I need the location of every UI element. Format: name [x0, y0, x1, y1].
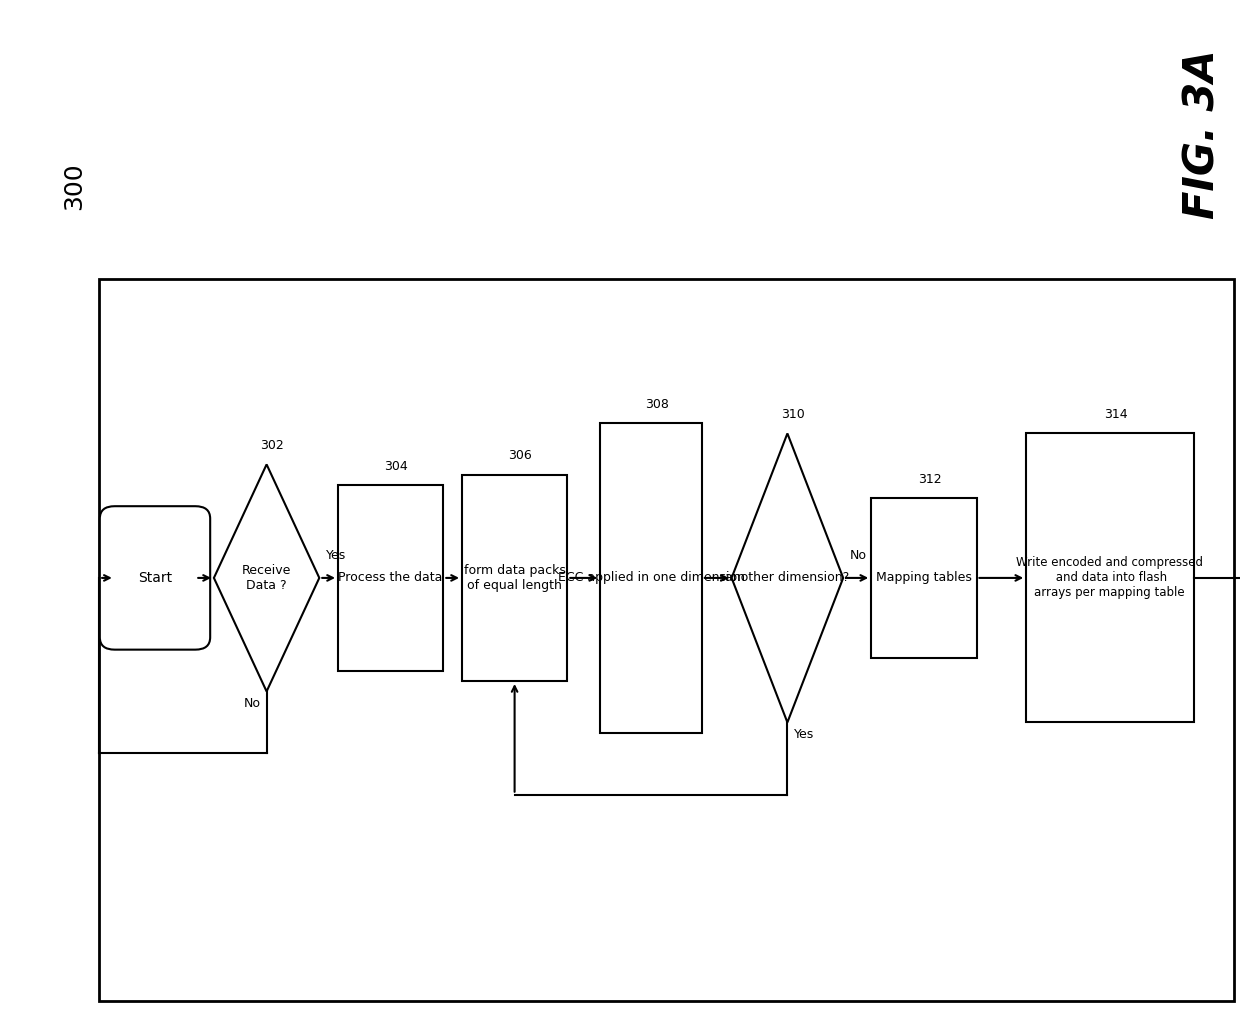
Text: 314: 314: [1104, 408, 1127, 421]
Text: 300: 300: [62, 162, 87, 209]
Text: Start: Start: [138, 571, 172, 585]
Polygon shape: [213, 464, 320, 691]
Text: ECC applied in one dimension: ECC applied in one dimension: [558, 572, 744, 584]
Polygon shape: [732, 433, 843, 722]
Text: form data packs
of equal length: form data packs of equal length: [464, 563, 565, 592]
Bar: [99, 279, 1234, 1001]
FancyBboxPatch shape: [99, 506, 210, 650]
Text: No: No: [849, 549, 867, 562]
Text: Receive
Data ?: Receive Data ?: [242, 563, 291, 592]
Text: 306: 306: [508, 449, 532, 462]
Text: another dimension?: another dimension?: [725, 572, 849, 584]
Bar: [337, 485, 444, 671]
Text: Yes: Yes: [325, 549, 346, 562]
Text: Mapping tables: Mapping tables: [875, 572, 972, 584]
Text: 308: 308: [645, 397, 668, 411]
Text: Process the data: Process the data: [339, 572, 443, 584]
Bar: [1025, 433, 1193, 722]
Text: FIG. 3A: FIG. 3A: [1182, 50, 1224, 219]
Bar: [461, 475, 567, 681]
Text: Write encoded and compressed
 and data into flash
arrays per mapping table: Write encoded and compressed and data in…: [1017, 556, 1203, 600]
Text: 312: 312: [918, 473, 941, 486]
Text: 310: 310: [781, 408, 805, 421]
Bar: [600, 423, 702, 733]
Text: 304: 304: [384, 459, 408, 473]
Text: No: No: [243, 697, 260, 710]
Text: Yes: Yes: [794, 728, 813, 741]
Bar: [870, 498, 977, 658]
Text: 302: 302: [260, 439, 284, 452]
